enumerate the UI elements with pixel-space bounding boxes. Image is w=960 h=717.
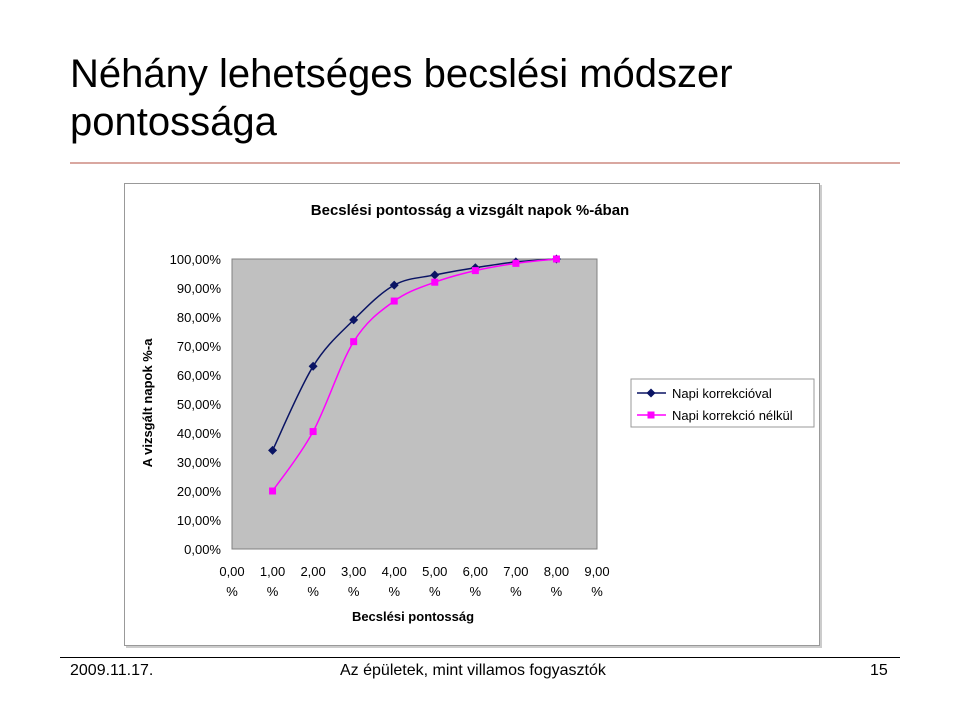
legend-label: Napi korrekció nélkül bbox=[672, 408, 793, 423]
y-tick-label: 20,00% bbox=[177, 484, 222, 499]
data-point bbox=[431, 278, 439, 286]
x-tick-label: 9,00 bbox=[584, 564, 609, 579]
data-point bbox=[269, 487, 277, 495]
x-tick-label: 4,00 bbox=[382, 564, 407, 579]
data-point bbox=[552, 255, 560, 263]
data-point bbox=[350, 338, 358, 346]
x-tick-unit: % bbox=[388, 584, 400, 599]
data-point bbox=[349, 315, 359, 325]
y-tick-label: 70,00% bbox=[177, 339, 222, 354]
footer-divider bbox=[60, 657, 900, 658]
x-tick-unit: % bbox=[429, 584, 441, 599]
y-axis-label: A vizsgált napok %-a bbox=[140, 338, 155, 468]
y-axis-ticks: 0,00% 10,00% 20,00% 30,00% 40,00% 50,00% 60,00… bbox=[170, 252, 222, 557]
x-tick-label: 7,00 bbox=[503, 564, 528, 579]
data-point bbox=[309, 428, 317, 436]
x-tick-label: 0,00 bbox=[219, 564, 244, 579]
data-point bbox=[390, 297, 398, 305]
plot-area bbox=[231, 258, 598, 550]
y-tick-label: 100,00% bbox=[170, 252, 222, 267]
series-2 bbox=[269, 255, 560, 495]
page-number: 15 bbox=[870, 662, 888, 679]
data-point bbox=[471, 267, 479, 275]
y-tick-label: 90,00% bbox=[177, 281, 222, 296]
x-tick-unit: % bbox=[348, 584, 360, 599]
series-layer bbox=[268, 254, 561, 495]
y-tick-label: 30,00% bbox=[177, 455, 222, 470]
slide-title: Néhány lehetséges becslési módszer ponto… bbox=[70, 52, 733, 144]
legend-label: Napi korrekcióval bbox=[672, 386, 772, 401]
y-tick-label: 10,00% bbox=[177, 513, 222, 528]
x-tick-unit: % bbox=[307, 584, 319, 599]
x-axis-ticks: 0,00% 1,00% 2,00% 3,00% 4,00% 5,00% 6,00% 7,00%… bbox=[219, 564, 609, 599]
data-point bbox=[512, 259, 520, 267]
x-tick-label: 6,00 bbox=[463, 564, 488, 579]
x-tick-unit: % bbox=[470, 584, 482, 599]
title-divider bbox=[70, 162, 900, 164]
data-point bbox=[308, 361, 318, 371]
data-point bbox=[268, 445, 278, 455]
legend-box bbox=[630, 378, 815, 428]
x-tick-label: 5,00 bbox=[422, 564, 447, 579]
y-tick-label: 50,00% bbox=[177, 397, 222, 412]
legend-items: Napi korrekcióval Napi korrekció nélkül bbox=[637, 386, 793, 423]
y-tick-label: 60,00% bbox=[177, 368, 222, 383]
y-tick-label: 0,00% bbox=[184, 542, 221, 557]
x-tick-unit: % bbox=[510, 584, 522, 599]
legend-marker bbox=[646, 388, 656, 398]
footer-date: 2009.11.17. bbox=[70, 662, 154, 679]
data-point bbox=[389, 280, 399, 290]
legend: Napi korrekcióval Napi korrekció nélkül bbox=[630, 378, 815, 428]
x-tick-unit: % bbox=[226, 584, 238, 599]
x-tick-label: 2,00 bbox=[300, 564, 325, 579]
x-tick-unit: % bbox=[551, 584, 563, 599]
x-axis-label: Becslési pontosság bbox=[352, 609, 474, 624]
x-tick-label: 3,00 bbox=[341, 564, 366, 579]
y-tick-label: 80,00% bbox=[177, 310, 222, 325]
y-tick-label: 40,00% bbox=[177, 426, 222, 441]
legend-marker bbox=[647, 411, 655, 419]
x-tick-unit: % bbox=[591, 584, 603, 599]
footer-title: Az épületek, mint villamos fogyasztók bbox=[340, 662, 606, 679]
chart-title: Becslési pontosság a vizsgált napok %-áb… bbox=[311, 202, 629, 219]
x-tick-unit: % bbox=[267, 584, 279, 599]
x-tick-label: 8,00 bbox=[544, 564, 569, 579]
x-tick-label: 1,00 bbox=[260, 564, 285, 579]
data-point bbox=[430, 270, 440, 280]
